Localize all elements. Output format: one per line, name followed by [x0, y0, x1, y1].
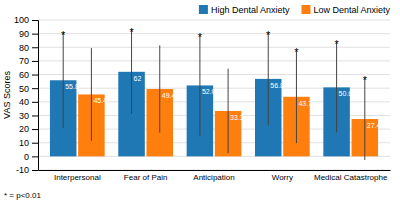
tick-label: Fear of Pain [124, 173, 168, 182]
error-bar [63, 33, 64, 128]
tick-label: 70 [19, 56, 29, 66]
grid [38, 20, 390, 170]
tick-mark [32, 143, 38, 144]
x-axis: Interpersonal Fear of Pain Anticipation Wor… [39, 170, 391, 182]
data-label: 43.7 [298, 100, 312, 107]
tick-mark [32, 102, 38, 103]
tick-label: 10 [19, 138, 29, 148]
tick: Fear of Pain [124, 170, 168, 182]
annotation: * [334, 38, 339, 50]
grid-line [38, 170, 390, 171]
tick-label: Interpersonal [54, 173, 101, 182]
annotation: * [198, 31, 203, 43]
tick: Worry [272, 170, 293, 182]
data-label: 62 [134, 75, 142, 82]
series [78, 45, 378, 160]
tick-mark [32, 170, 38, 171]
footnote: * = p<0.01 [4, 191, 41, 200]
annotation: * [61, 29, 66, 41]
grid-line [38, 60, 390, 61]
error-bar [131, 30, 132, 115]
data-label: 49.4 [162, 92, 176, 99]
annotation: * [129, 26, 134, 38]
tick-label: Anticipation [193, 173, 234, 182]
tick: 40 [19, 97, 38, 107]
legend-swatch [199, 5, 208, 14]
tick: Interpersonal [54, 170, 101, 182]
tick-mark [32, 47, 38, 48]
tick-mark [32, 156, 38, 157]
data-label: 55.8 [65, 83, 79, 90]
legend-label: High Dental Anxiety [211, 5, 290, 15]
legend-item: High Dental Anxiety [199, 5, 290, 15]
tick-label: 90 [19, 29, 29, 39]
data-label: 45.4 [93, 97, 107, 104]
tick-label: -10 [16, 165, 29, 175]
data-labels: 55.8 62 52.0 56.8 50.6 45.4 49.4 33.3 43.7 27.4 [65, 75, 380, 129]
tick-label: 0 [24, 152, 29, 162]
tick: -10 [16, 165, 38, 175]
error-bar [199, 35, 200, 136]
axis-line [32, 21, 39, 171]
data-label: 50.6 [339, 90, 353, 97]
legend: High Dental Anxiety Low Dental Anxiety [199, 5, 391, 15]
legend-label: Low Dental Anxiety [313, 5, 390, 15]
chart: -10 0 10 20 30 40 50 60 70 80 90 100 Interpersonal Fe… [0, 0, 400, 202]
y-axis: -10 0 10 20 30 40 50 60 70 80 90 100 [14, 15, 39, 175]
plot: -10 0 10 20 30 40 50 60 70 80 90 100 Interpersonal Fe… [14, 15, 391, 181]
tick: Anticipation [193, 170, 234, 182]
data-label: 33.3 [230, 114, 244, 121]
tick-label: Worry [272, 173, 293, 182]
tick: 100 [14, 15, 38, 25]
tick-label: 40 [19, 97, 29, 107]
grid-line [38, 33, 390, 34]
annotation: * [363, 74, 368, 86]
tick-label: 60 [19, 70, 29, 80]
tick-label: 80 [19, 43, 29, 53]
tick: 20 [19, 124, 38, 134]
axis-line [39, 170, 391, 171]
data-label: 27.4 [367, 122, 381, 129]
annotation: * [266, 29, 271, 41]
tick: 70 [19, 56, 38, 66]
tick-mark [32, 20, 38, 21]
annotations: * * * * * * * [61, 26, 368, 87]
error-bar [91, 48, 92, 141]
tick-mark [32, 61, 38, 62]
tick-label: 30 [19, 111, 29, 121]
series [50, 30, 350, 157]
data-label: 52.0 [202, 88, 216, 95]
tick: 60 [19, 70, 38, 80]
grid-line [38, 74, 390, 75]
tick: 50 [19, 84, 38, 94]
tick: 80 [19, 43, 38, 53]
legend-item: Low Dental Anxiety [301, 5, 390, 15]
tick-label: Medical Catastrophe [314, 173, 388, 182]
tick: 0 [24, 152, 38, 162]
tick-mark [32, 129, 38, 130]
tick: 90 [19, 29, 38, 39]
error-bar [364, 78, 365, 160]
tick: Medical Catastrophe [314, 170, 388, 182]
tick: 10 [19, 138, 38, 148]
tick-mark [32, 115, 38, 116]
data-label: 56.8 [270, 82, 284, 89]
tick-mark [32, 88, 38, 89]
annotation: * [294, 46, 299, 58]
error-bar [268, 33, 269, 126]
error-bar [296, 50, 297, 143]
grid-line [38, 20, 390, 21]
axis-title: VAS Scores [2, 71, 12, 119]
tick: 30 [19, 111, 38, 121]
legend-swatch [301, 5, 310, 14]
error-bar [336, 42, 337, 132]
tick-label: 50 [19, 84, 29, 94]
error-bar [159, 45, 160, 132]
tick-mark [32, 34, 38, 35]
tick-mark [32, 75, 38, 76]
tick-label: 100 [14, 15, 29, 25]
marks [50, 30, 378, 160]
error-bar [228, 69, 229, 154]
tick-label: 20 [19, 124, 29, 134]
